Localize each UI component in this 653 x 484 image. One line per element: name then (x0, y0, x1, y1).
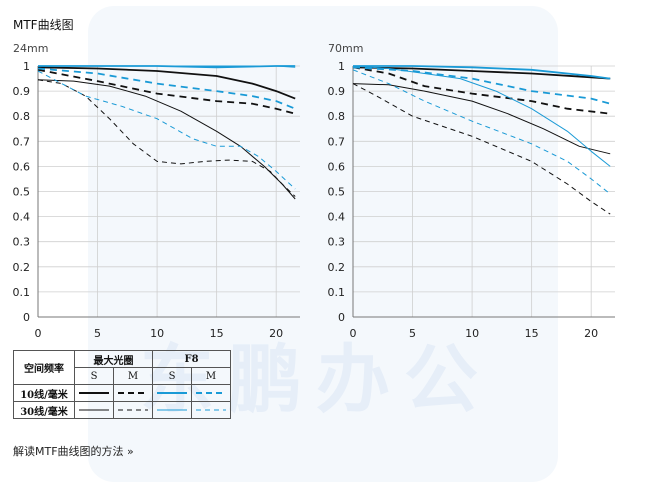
legend-swatch-30-max-s (74, 401, 114, 419)
chart-title: 24mm (13, 42, 48, 55)
mtf-series-10-F8-m (37, 67, 296, 110)
y-tick-label: 0.3 (13, 236, 31, 249)
x-tick-label: 20 (584, 327, 598, 340)
y-tick-label: 0.7 (13, 135, 31, 148)
legend-table: 空间频率 最大光圈 F8 S M S M 10线/毫米 30线/毫米 (13, 350, 231, 419)
y-tick-label: 0.1 (328, 286, 346, 299)
y-tick-label: 0 (338, 311, 345, 324)
y-tick-label: 0.9 (13, 85, 31, 98)
legend-row-label: 10线/毫米 (13, 384, 75, 402)
y-tick-label: 0.8 (328, 110, 346, 123)
y-tick-label: 1 (23, 60, 30, 73)
legend-group-f8: F8 (152, 350, 231, 368)
y-tick-label: 0.6 (328, 160, 346, 173)
legend-sub-label: M (191, 367, 231, 385)
y-tick-label: 0.2 (13, 261, 31, 274)
mtf-series-30-F8-s (352, 65, 611, 167)
y-tick-label: 0.4 (13, 211, 31, 224)
y-tick-label: 0.4 (328, 211, 346, 224)
legend-swatch-10-f8-s (152, 384, 192, 402)
legend-sub-label: S (74, 367, 114, 385)
y-tick-label: 0.3 (328, 236, 346, 249)
x-tick-label: 0 (350, 327, 357, 340)
y-tick-label: 0.5 (328, 186, 346, 199)
mtf-series-30-max-s (37, 79, 296, 200)
mtf-series-10-max-m (352, 66, 611, 115)
x-tick-label: 15 (210, 327, 224, 340)
mtf-series-10-max-m (37, 68, 296, 115)
mtf-series-30-max-m (352, 83, 611, 215)
legend-swatch-10-f8-m (191, 384, 231, 402)
mtf-series-30-max-s (352, 83, 611, 155)
x-tick-label: 10 (465, 327, 479, 340)
mtf-series-30-F8-m (352, 69, 611, 195)
mtf-series-10-max-s (37, 66, 296, 100)
y-tick-label: 1 (338, 60, 345, 73)
x-tick-label: 5 (94, 327, 101, 340)
legend-row-label: 30线/毫米 (13, 401, 75, 419)
legend-swatch-10-max-m (113, 384, 153, 402)
y-tick-label: 0 (23, 311, 30, 324)
chart-title: 70mm (328, 42, 363, 55)
legend-group-max-aperture: 最大光圈 (74, 350, 153, 368)
y-tick-label: 0.8 (13, 110, 31, 123)
y-tick-label: 0.6 (13, 160, 31, 173)
y-tick-label: 0.1 (13, 286, 31, 299)
mtf-series-30-F8-m (37, 70, 296, 190)
x-tick-label: 20 (269, 327, 283, 340)
legend-swatch-10-max-s (74, 384, 114, 402)
y-tick-label: 0.7 (328, 135, 346, 148)
x-tick-label: 10 (150, 327, 164, 340)
mtf-series-10-max-s (352, 66, 611, 80)
x-tick-label: 15 (525, 327, 539, 340)
x-tick-label: 5 (409, 327, 416, 340)
y-tick-label: 0.9 (328, 85, 346, 98)
y-tick-label: 0.2 (328, 261, 346, 274)
legend-swatch-30-max-m (113, 401, 153, 419)
legend-sub-label: S (152, 367, 192, 385)
mtf-help-link[interactable]: 解读MTF曲线图的方法 » (13, 445, 134, 458)
mtf-series-30-F8-s (38, 65, 296, 68)
legend-swatch-30-f8-s (152, 401, 192, 419)
legend-sub-label: M (113, 367, 153, 385)
mtf-series-10-F8-s (353, 65, 611, 80)
legend-header-label: 空间频率 (13, 350, 75, 385)
legend-swatch-30-f8-m (191, 401, 231, 419)
x-tick-label: 0 (35, 327, 42, 340)
page-title: MTF曲线图 (13, 18, 74, 32)
mtf-series-30-max-m (37, 79, 296, 197)
y-tick-label: 0.5 (13, 186, 31, 199)
